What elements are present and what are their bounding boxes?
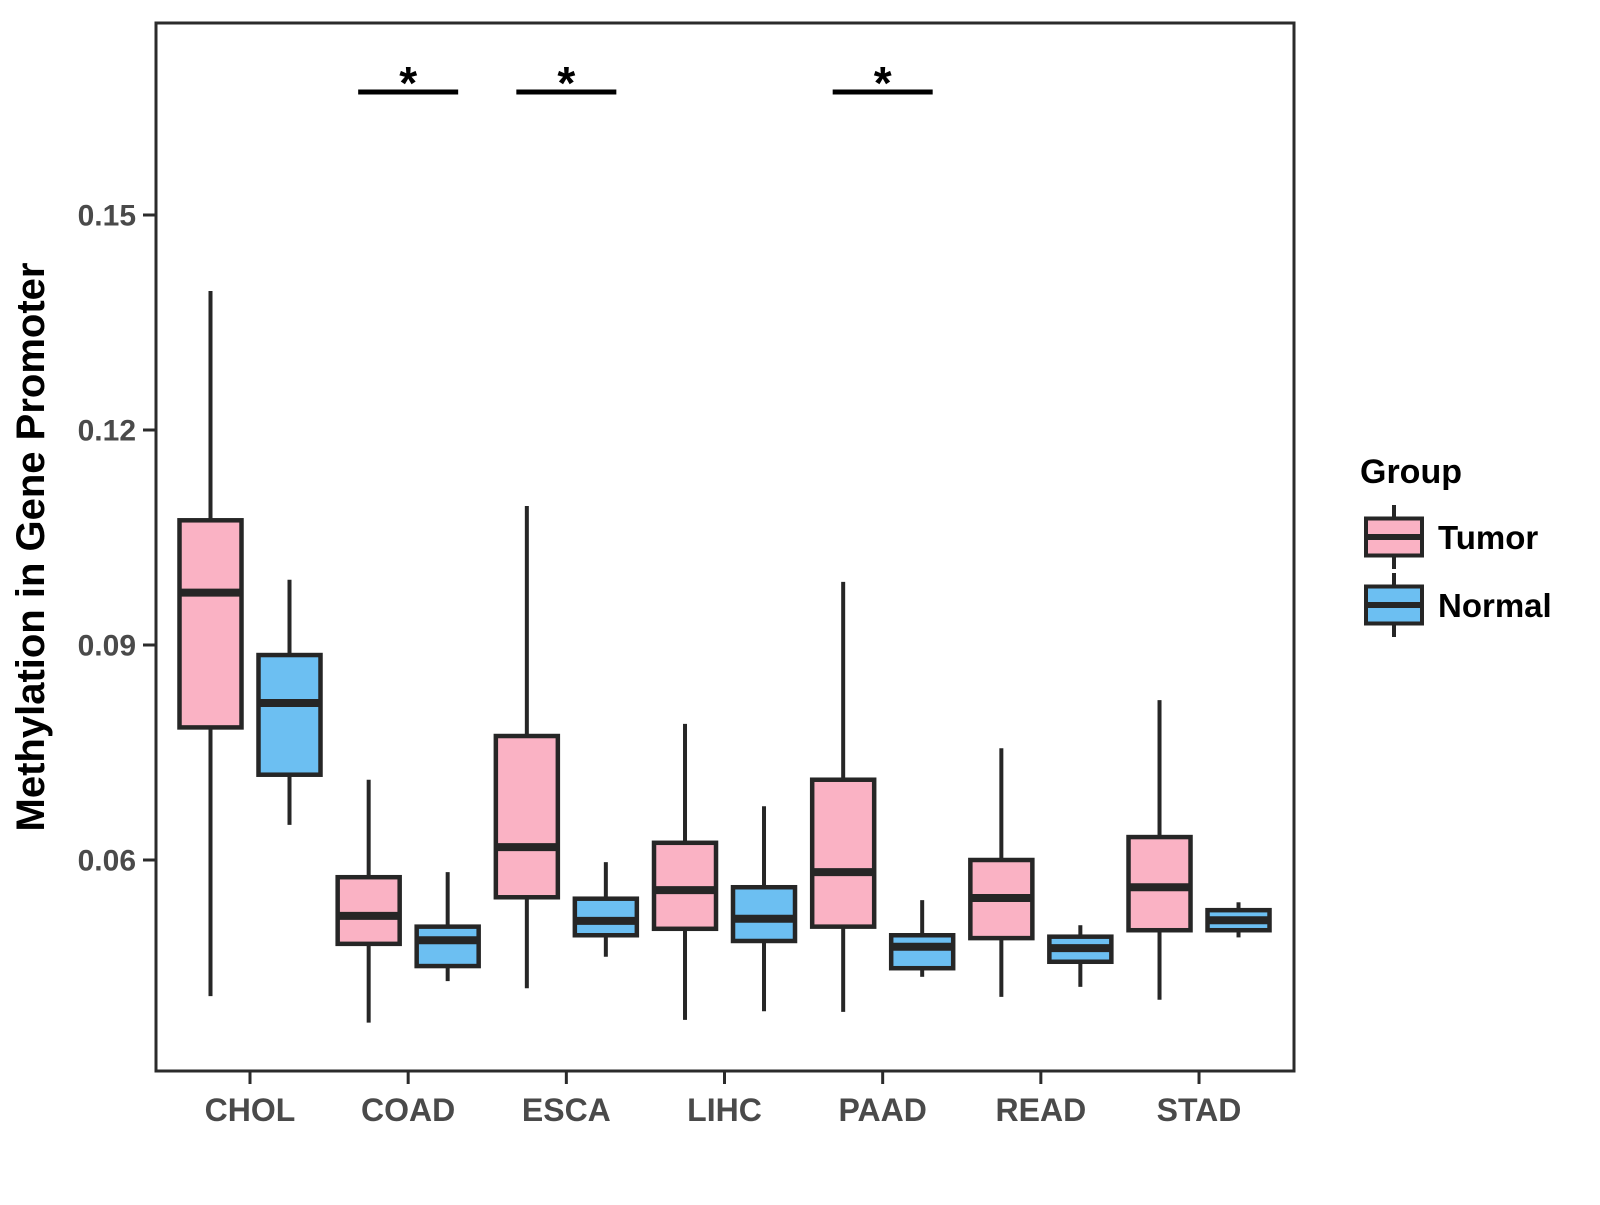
- box-tumor-LIHC: [651, 723, 719, 1020]
- significance-asterisk: *: [557, 57, 575, 109]
- significance-ESCA: *: [516, 57, 617, 109]
- x-tick-label-ESCA: ESCA: [522, 1092, 611, 1128]
- box-normal-STAD: [1205, 902, 1272, 938]
- iqr-box: [493, 733, 561, 900]
- box-normal-LIHC: [730, 806, 798, 1012]
- panel-border: [154, 21, 1296, 1073]
- y-tick-label: 0.09: [78, 630, 136, 663]
- legend-label-tumor: Tumor: [1438, 519, 1538, 556]
- box-tumor-CHOL: [177, 290, 244, 997]
- x-tick-label-STAD: STAD: [1157, 1092, 1242, 1128]
- box-tumor-COAD: [335, 779, 402, 1023]
- x-tick-label-LIHC: LIHC: [687, 1092, 762, 1128]
- box-tumor-ESCA: [493, 505, 561, 989]
- x-tick-label-CHOL: CHOL: [205, 1092, 296, 1128]
- legend: Group Tumor Normal: [1360, 453, 1552, 637]
- significance-COAD: *: [358, 57, 459, 109]
- y-axis-title: Methylation in Gene Promoter: [9, 263, 53, 832]
- legend-label-normal: Normal: [1438, 587, 1552, 624]
- box-tumor-STAD: [1126, 700, 1193, 1000]
- significance-annotations: * * *: [358, 57, 933, 109]
- iqr-box: [335, 874, 402, 947]
- x-axis: CHOL COAD ESCA LIHC PAAD READ STAD: [205, 1071, 1242, 1128]
- box-normal-ESCA: [572, 862, 640, 957]
- panel-border-group: [154, 21, 1296, 1073]
- legend-entry-normal: Normal: [1364, 573, 1552, 637]
- x-tick-label-PAAD: PAAD: [839, 1092, 927, 1128]
- x-tick-label-COAD: COAD: [361, 1092, 455, 1128]
- box-normal-PAAD: [888, 900, 956, 977]
- iqr-box: [256, 652, 323, 777]
- y-tick-label: 0.06: [78, 845, 136, 878]
- box-tumor-PAAD: [809, 581, 877, 1012]
- iqr-box: [177, 518, 244, 730]
- y-axis: 0.06 0.09 0.12 0.15: [78, 200, 156, 878]
- iqr-box: [888, 933, 956, 971]
- iqr-box: [730, 884, 798, 944]
- box-normal-CHOL: [256, 579, 323, 825]
- y-tick-label: 0.15: [78, 200, 136, 233]
- legend-title: Group: [1360, 453, 1462, 491]
- box-normal-READ: [1047, 925, 1114, 987]
- significance-PAAD: *: [832, 57, 933, 109]
- box-normal-COAD: [414, 872, 481, 982]
- boxplot-series: [177, 290, 1272, 1023]
- y-tick-label: 0.12: [78, 415, 136, 448]
- box-tumor-READ: [968, 748, 1035, 997]
- significance-asterisk: *: [874, 57, 892, 109]
- iqr-box: [809, 777, 877, 929]
- iqr-box: [651, 840, 719, 932]
- significance-asterisk: *: [399, 57, 417, 109]
- iqr-box: [414, 924, 481, 969]
- x-tick-label-READ: READ: [996, 1092, 1087, 1128]
- legend-entry-tumor: Tumor: [1364, 505, 1538, 569]
